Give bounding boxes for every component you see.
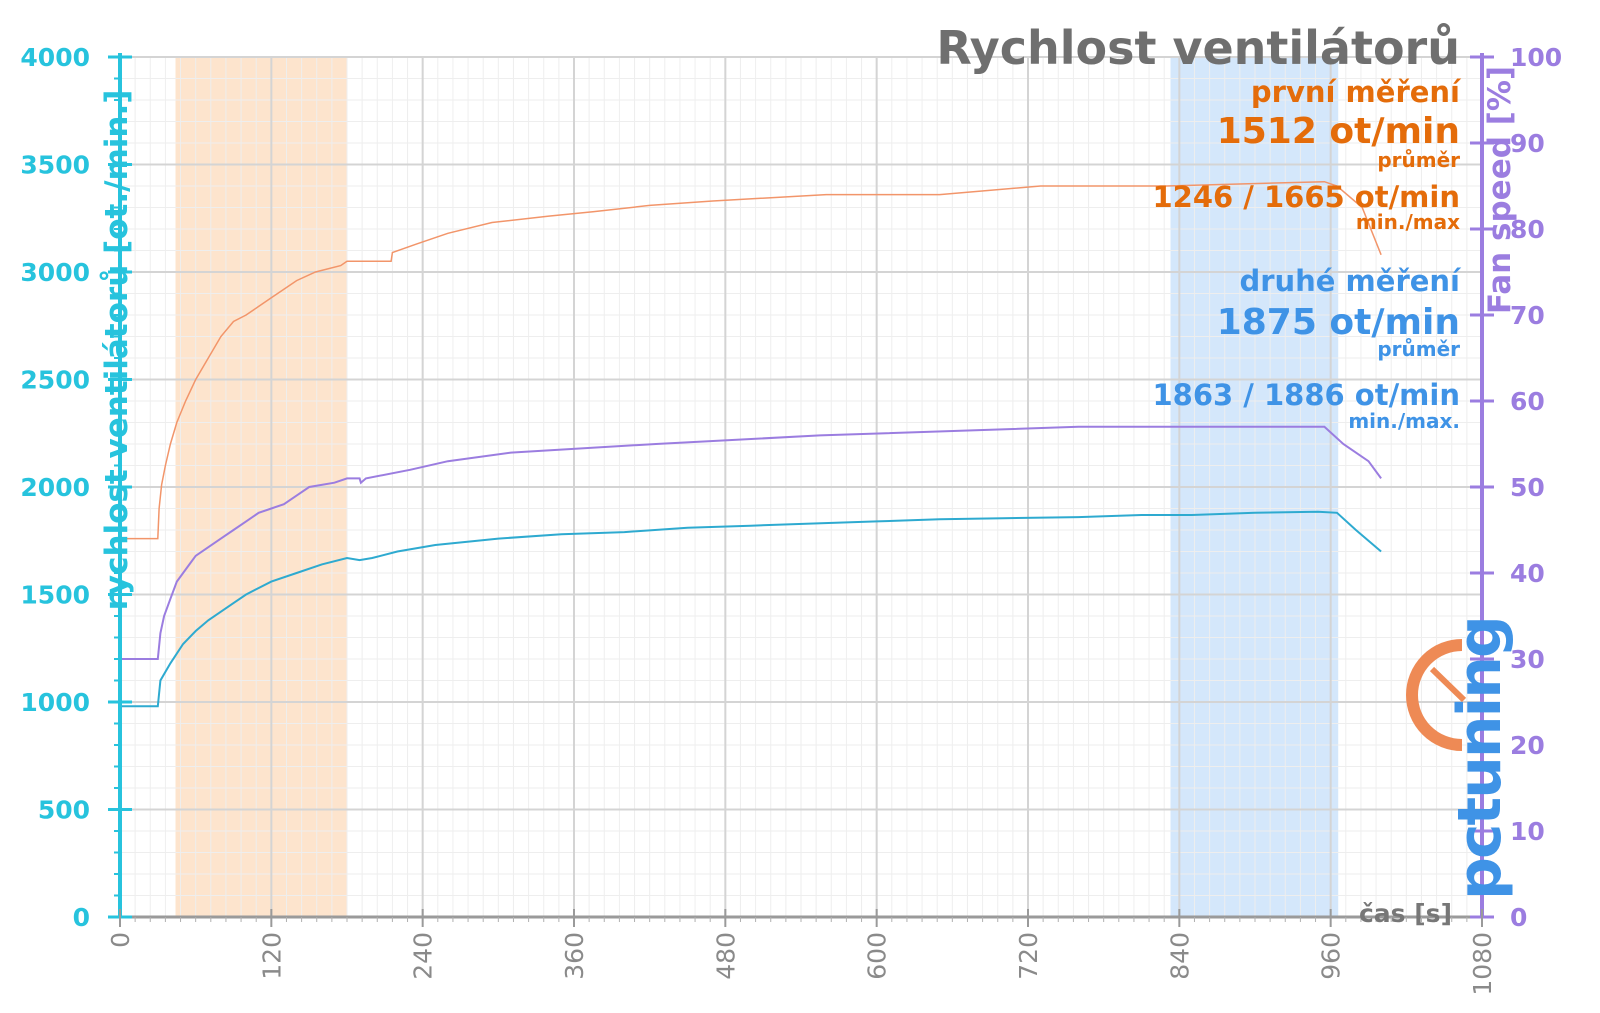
y-right-tick-label: 50 bbox=[1510, 473, 1545, 502]
second-minmax-note: min./max. bbox=[1348, 409, 1460, 433]
y-left-tick-label: 3000 bbox=[20, 258, 90, 287]
y-right-tick-label: 10 bbox=[1510, 817, 1545, 846]
y-left-tick-label: 3500 bbox=[20, 151, 90, 180]
x-tick-label: 720 bbox=[1014, 932, 1043, 980]
second-average-note: průměr bbox=[1377, 337, 1460, 361]
x-axis-label: čas [s] bbox=[1359, 899, 1452, 928]
logo-gauge-needle bbox=[1429, 666, 1467, 703]
series-line-0 bbox=[120, 180, 1382, 540]
pctuning-logo: pctuning bbox=[1406, 617, 1515, 900]
y-left-tick-label: 2500 bbox=[20, 366, 90, 395]
y-left-tick-label: 1000 bbox=[20, 688, 90, 717]
x-tick-label: 960 bbox=[1317, 932, 1346, 980]
series-line-1 bbox=[120, 425, 1382, 660]
x-tick-label: 480 bbox=[711, 932, 740, 980]
y-right-tick-label: 100 bbox=[1510, 43, 1562, 72]
second-measurement-label: druhé měření bbox=[1239, 264, 1462, 298]
x-tick-label: 600 bbox=[863, 932, 892, 980]
y-right-tick-label: 40 bbox=[1510, 559, 1545, 588]
y-left-tick-label: 4000 bbox=[20, 43, 90, 72]
y-right-tick-label: 70 bbox=[1510, 301, 1545, 330]
logo-text: pctuning bbox=[1445, 617, 1515, 900]
y-right-tick-label: 90 bbox=[1510, 129, 1545, 158]
y-left-tick-label: 500 bbox=[38, 796, 90, 825]
series-line-2 bbox=[120, 510, 1382, 708]
x-tick-label: 840 bbox=[1165, 932, 1194, 980]
x-tick-label: 360 bbox=[560, 932, 589, 980]
logo-gauge-icon bbox=[1406, 639, 1463, 751]
first-minmax-value: 1246 / 1665 ot/min bbox=[1153, 180, 1461, 214]
second-minmax-value: 1863 / 1886 ot/min bbox=[1153, 378, 1461, 412]
x-tick-label: 1080 bbox=[1468, 932, 1497, 996]
y-left-tick-label: 0 bbox=[73, 903, 90, 932]
y-left-tick-label: 2000 bbox=[20, 473, 90, 502]
y-axis-left-label: rychlost ventilátorů [ot./min.] bbox=[99, 90, 135, 611]
x-tick-label: 120 bbox=[257, 932, 286, 980]
second-measurement-annotation: druhé měření 1875 ot/min průměr 1863 / 1… bbox=[1153, 264, 1463, 433]
x-tick-label: 240 bbox=[409, 932, 438, 980]
first-measurement-annotation: první měření 1512 ot/min průměr 1246 / 1… bbox=[1153, 75, 1463, 234]
y-right-tick-label: 80 bbox=[1510, 215, 1545, 244]
y-right-tick-label: 0 bbox=[1510, 903, 1527, 932]
first-average-value: 1512 ot/min bbox=[1217, 111, 1460, 152]
second-average-value: 1875 ot/min bbox=[1217, 302, 1460, 343]
y-right-tick-label: 60 bbox=[1510, 387, 1545, 416]
y-left-tick-label: 1500 bbox=[20, 581, 90, 610]
y-axis-right-label: Fan speed [%] bbox=[1482, 66, 1518, 314]
chart-title: Rychlost ventilátorů bbox=[936, 21, 1460, 75]
x-tick-label: 0 bbox=[106, 932, 135, 948]
first-minmax-note: min./max bbox=[1356, 210, 1460, 234]
first-measurement-label: první měření bbox=[1251, 75, 1462, 109]
y-right-tick-label: 30 bbox=[1510, 645, 1545, 674]
y-right-tick-label: 20 bbox=[1510, 731, 1545, 760]
first-average-note: průměr bbox=[1377, 148, 1460, 172]
